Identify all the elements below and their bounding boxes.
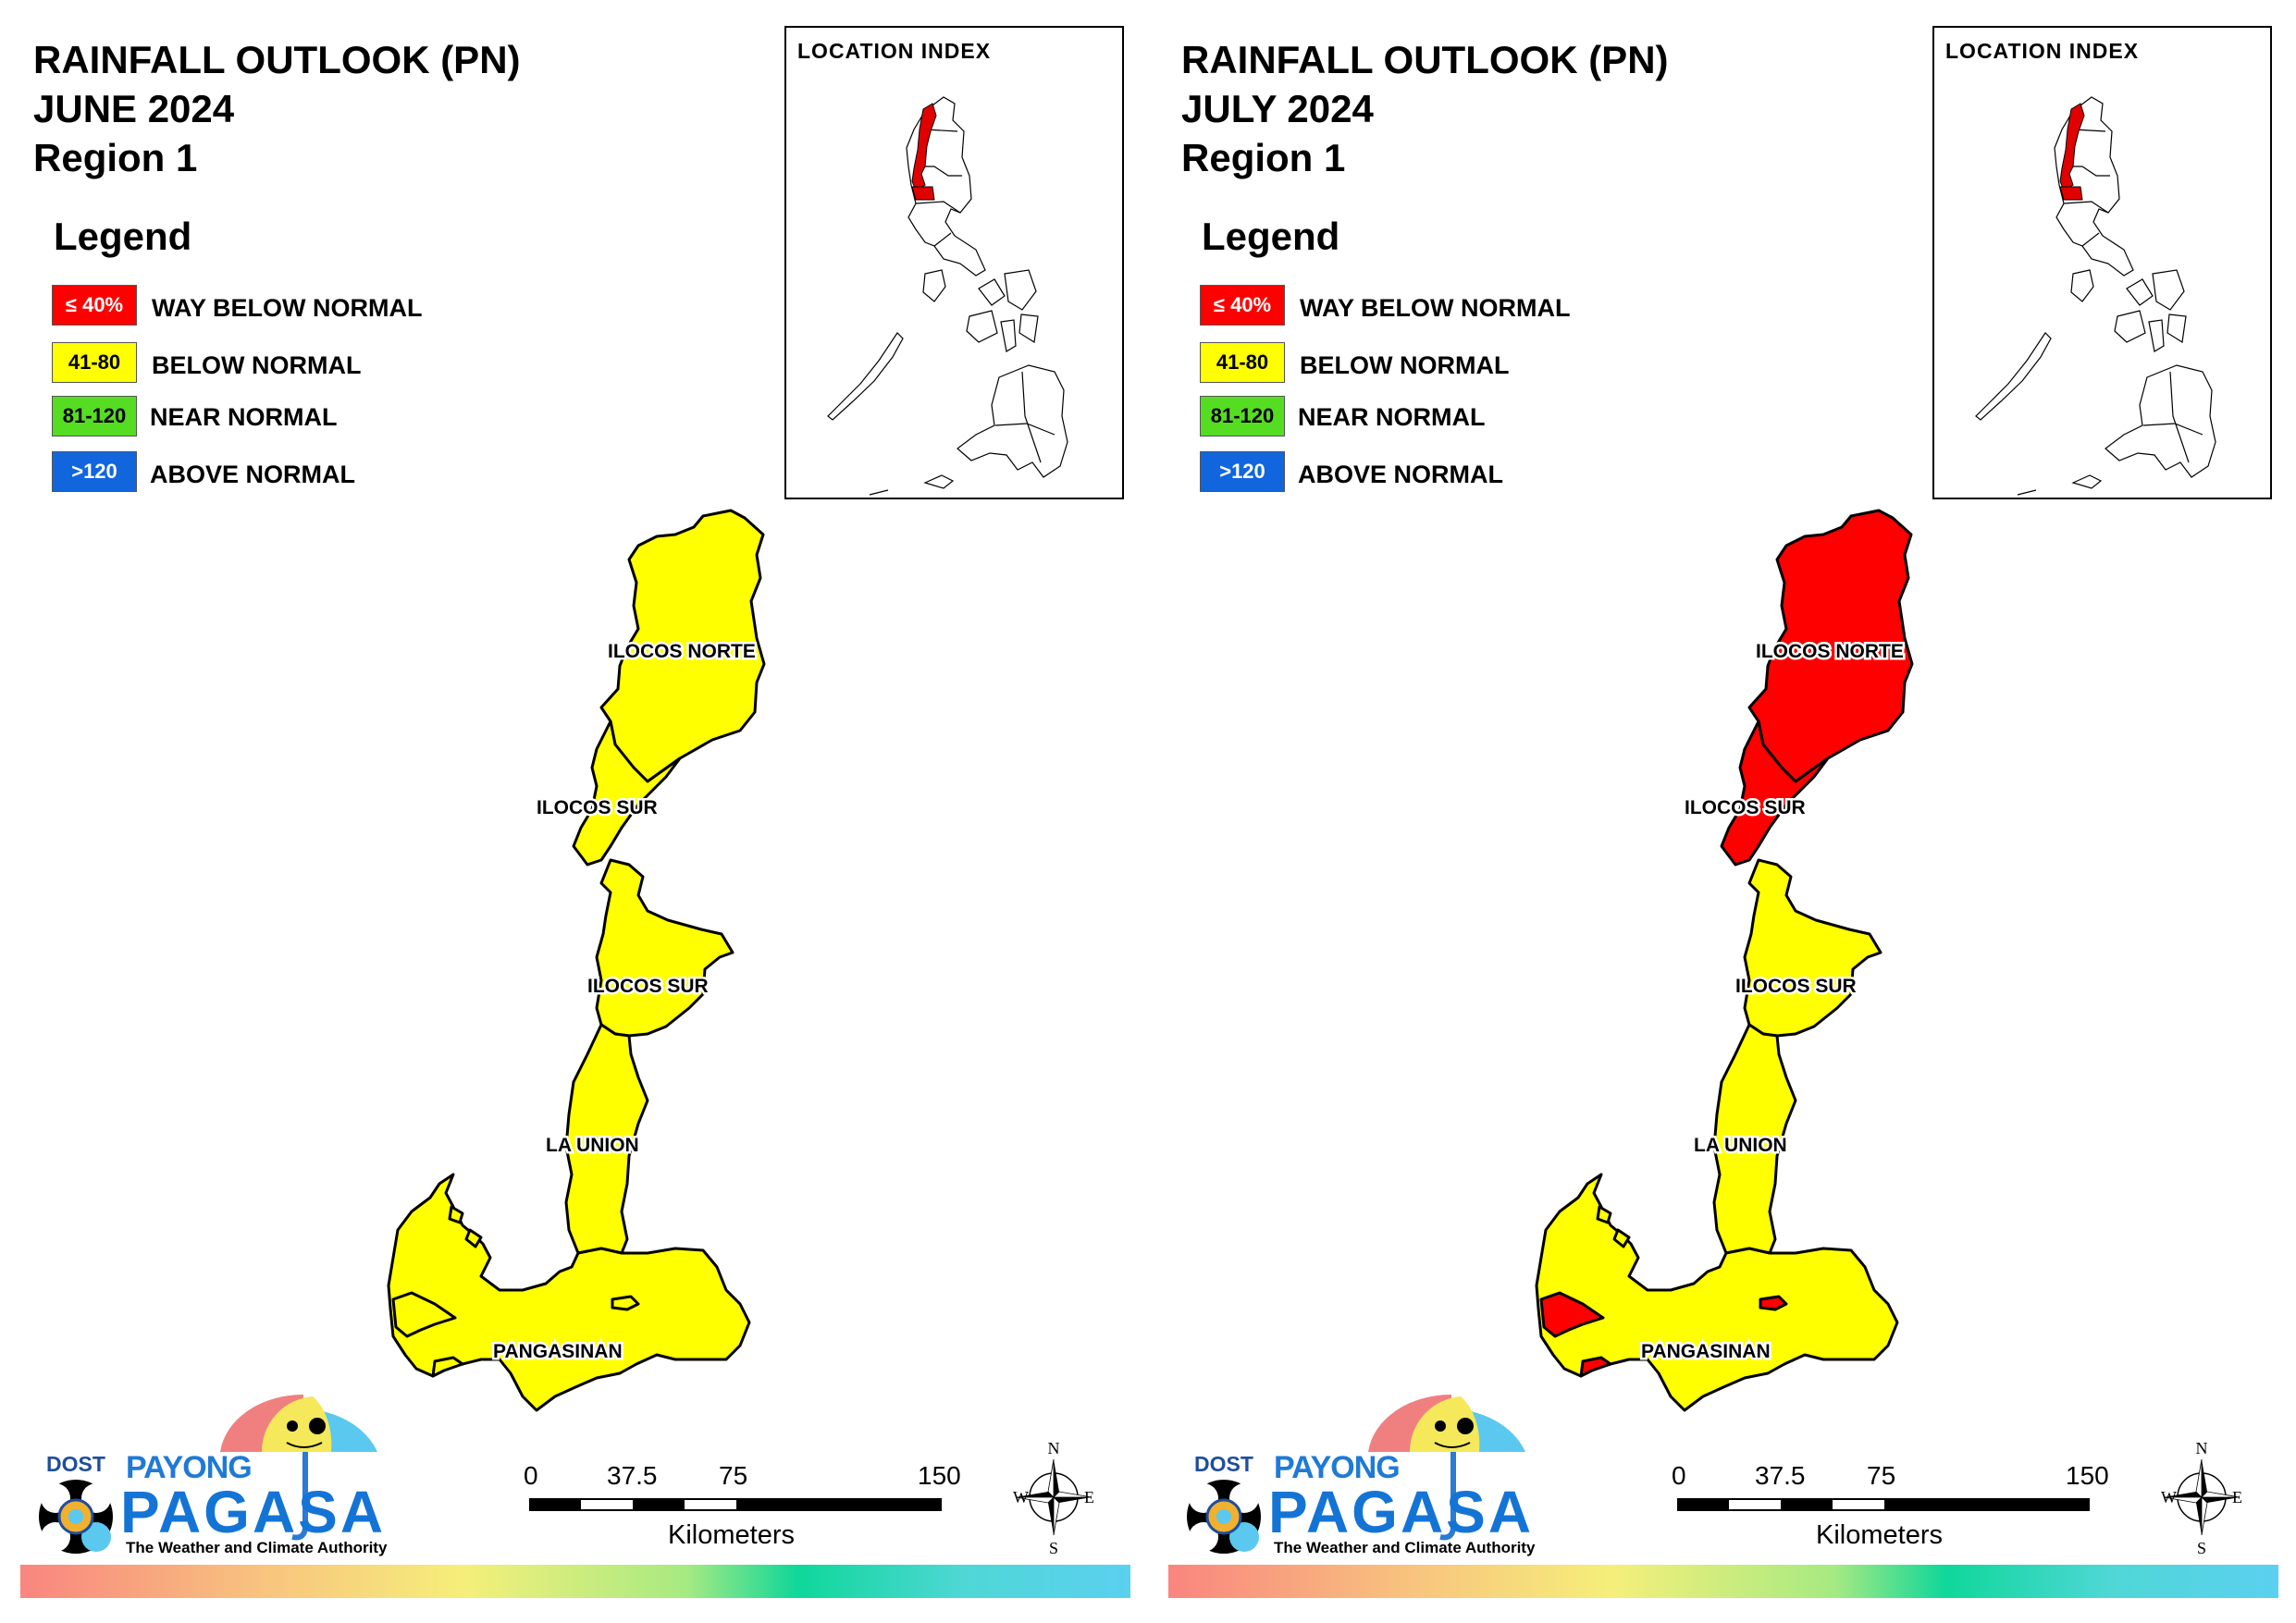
map-title-line-2: JULY 2024 — [1181, 87, 1374, 130]
compass-s: S — [1049, 1539, 1058, 1557]
pangasinan-patch-southwest — [431, 1356, 464, 1378]
compass-e: E — [1084, 1488, 1094, 1506]
scale-bar: 0 37.5 75 150 Kilometers — [524, 1461, 961, 1572]
legend-swatch-way-below: ≤ 40% — [1200, 285, 1285, 326]
label-pangasinan: PANGASINAN — [493, 1341, 623, 1362]
scale-bar-graphic — [1677, 1498, 2090, 1511]
philippines-outline-map — [1975, 96, 2216, 496]
map-title-line-1: RAINFALL OUTLOOK (PN) — [33, 38, 521, 81]
legend-swatch-below: 41-80 — [52, 342, 137, 383]
scale-tick-0: 0 — [524, 1461, 538, 1490]
north-arrow-compass: N S E W — [1012, 1439, 1095, 1559]
pangasinan-patch-center — [611, 1295, 640, 1311]
legend-swatch-above: >120 — [1200, 451, 1285, 492]
legend-label-way-below: WAY BELOW NORMAL — [152, 294, 423, 322]
province-ilocos-sur-south — [1743, 858, 1882, 1038]
compass-w: W — [2161, 1488, 2177, 1506]
scale-bar-graphic — [529, 1498, 942, 1511]
logo-dost-text: DOST — [46, 1452, 105, 1476]
north-arrow-compass: N S E W — [2160, 1439, 2243, 1559]
compass-n: N — [1048, 1439, 1060, 1457]
region-1-map: ILOCOS NORTE ILOCOS SUR ILOCOS SUR LA UN… — [1535, 509, 1914, 1412]
compass-rose-icon: N S E W — [2161, 1439, 2242, 1557]
scale-tick-150: 150 — [2066, 1461, 2109, 1490]
logo-dost-text: DOST — [1194, 1452, 1253, 1476]
province-la-union — [1712, 1023, 1797, 1255]
scale-tick-37-5: 37.5 — [607, 1461, 658, 1490]
label-ilocos-norte: ILOCOS NORTE — [608, 641, 756, 662]
philippines-outline-map — [827, 96, 1068, 496]
label-ilocos-norte: ILOCOS NORTE — [1756, 641, 1904, 662]
compass-rose-icon: N S E W — [1013, 1439, 1094, 1557]
footer-gradient-bar — [1168, 1565, 2278, 1598]
scale-tick-0: 0 — [1672, 1461, 1686, 1490]
scale-tick-150: 150 — [918, 1461, 961, 1490]
scale-tick-37-5: 37.5 — [1755, 1461, 1806, 1490]
legend-label-way-below: WAY BELOW NORMAL — [1300, 294, 1571, 322]
legend-swatch-near: 81-120 — [1200, 396, 1285, 436]
scale-tick-75: 75 — [719, 1461, 748, 1490]
legend-swatch-above: >120 — [52, 451, 137, 492]
legend-title: Legend — [1202, 215, 1340, 258]
umbrella-icon — [1187, 1394, 1525, 1554]
location-index-inset: LOCATION INDEX — [1932, 26, 2272, 499]
outlook-panel-june: RAINFALL OUTLOOK (PN) JUNE 2024 Region 1… — [20, 26, 1130, 1598]
region-1-map: ILOCOS NORTE ILOCOS SUR ILOCOS SUR LA UN… — [387, 509, 766, 1412]
label-ilocos-sur-south: ILOCOS SUR — [587, 976, 709, 997]
logo-payong-text: PAYONG — [126, 1450, 253, 1485]
pangasinan-patch-west — [391, 1291, 457, 1338]
province-ilocos-sur-south — [595, 858, 734, 1038]
label-ilocos-sur-north: ILOCOS SUR — [537, 797, 658, 818]
map-title-line-3: Region 1 — [1181, 136, 1346, 179]
pangasinan-patch-center — [1759, 1295, 1788, 1311]
legend-label-below: BELOW NORMAL — [152, 351, 362, 379]
logo-pagasa-text: PAGASA — [1268, 1479, 1535, 1545]
legend-label-near: NEAR NORMAL — [150, 403, 338, 431]
compass-s: S — [2197, 1539, 2206, 1557]
location-index-title: LOCATION INDEX — [797, 39, 992, 63]
payong-pagasa-logo: DOST PAYONG PAGASA The Weather and Clima… — [1183, 1387, 1544, 1563]
province-ilocos-sur-north — [572, 719, 682, 867]
scale-unit-label: Kilometers — [1816, 1520, 1943, 1550]
logo-tagline: The Weather and Climate Authority — [1274, 1539, 1536, 1556]
map-title-line-3: Region 1 — [33, 136, 198, 179]
province-ilocos-sur-north — [1720, 719, 1830, 867]
legend-title: Legend — [54, 215, 192, 258]
footer-gradient-bar — [20, 1565, 1130, 1598]
scale-tick-75: 75 — [1867, 1461, 1896, 1490]
pangasinan-patch-west — [1539, 1291, 1605, 1338]
map-title-line-2: JUNE 2024 — [33, 87, 235, 130]
location-index-title: LOCATION INDEX — [1945, 39, 2140, 63]
legend-label-near: NEAR NORMAL — [1298, 403, 1486, 431]
location-index-inset: LOCATION INDEX — [784, 26, 1124, 499]
scale-unit-label: Kilometers — [668, 1520, 795, 1550]
outlook-panel-july: RAINFALL OUTLOOK (PN) JULY 2024 Region 1… — [1148, 0, 2296, 1623]
compass-w: W — [1013, 1488, 1029, 1506]
pangasinan-patch-southwest — [1579, 1356, 1612, 1378]
payong-pagasa-logo: DOST PAYONG PAGASA The Weather and Clima… — [35, 1387, 396, 1563]
label-pangasinan: PANGASINAN — [1641, 1341, 1771, 1362]
logo-pagasa-text: PAGASA — [120, 1479, 387, 1545]
logo-payong-text: PAYONG — [1274, 1450, 1401, 1485]
map-title: RAINFALL OUTLOOK (PN) JUNE 2024 Region 1 — [33, 35, 521, 182]
logo-tagline: The Weather and Climate Authority — [126, 1539, 388, 1556]
legend-swatch-near: 81-120 — [52, 396, 137, 436]
legend-label-below: BELOW NORMAL — [1300, 351, 1510, 379]
legend-swatch-below: 41-80 — [1200, 342, 1285, 383]
legend-label-above: ABOVE NORMAL — [1298, 461, 1503, 488]
legend-label-above: ABOVE NORMAL — [150, 461, 355, 488]
province-la-union — [564, 1023, 649, 1255]
legend-swatch-way-below: ≤ 40% — [52, 285, 137, 326]
scale-bar: 0 37.5 75 150 Kilometers — [1672, 1461, 2109, 1572]
compass-n: N — [2196, 1439, 2208, 1457]
label-ilocos-sur-north: ILOCOS SUR — [1685, 797, 1806, 818]
label-la-union: LA UNION — [546, 1135, 639, 1156]
map-title-line-1: RAINFALL OUTLOOK (PN) — [1181, 38, 1669, 81]
map-title: RAINFALL OUTLOOK (PN) JULY 2024 Region 1 — [1181, 35, 1669, 182]
label-ilocos-sur-south: ILOCOS SUR — [1735, 976, 1857, 997]
label-la-union: LA UNION — [1694, 1135, 1787, 1156]
compass-e: E — [2232, 1488, 2242, 1506]
umbrella-icon — [39, 1394, 377, 1554]
